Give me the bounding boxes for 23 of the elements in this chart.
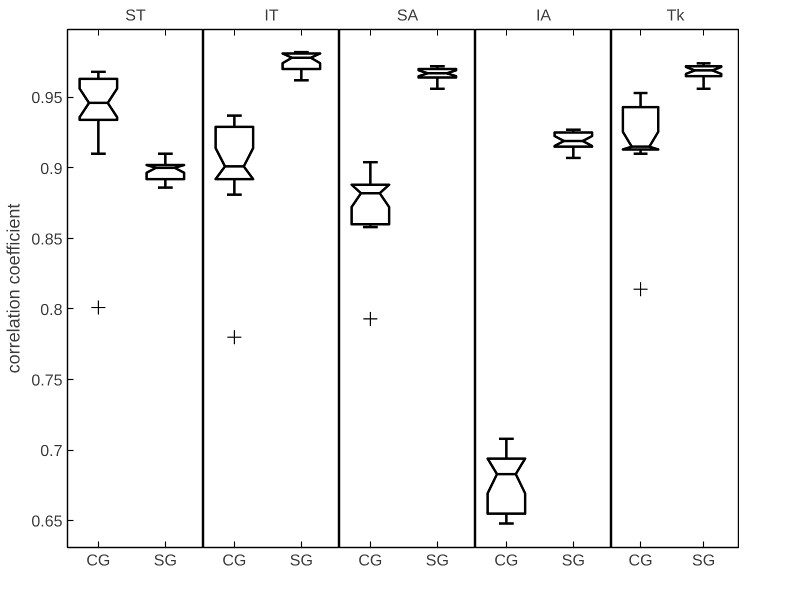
y-tick-label: 0.85 — [31, 231, 63, 248]
y-tick-label: 0.7 — [40, 443, 63, 460]
y-tick-label: 0.75 — [31, 372, 63, 390]
x-tick-label: CG — [358, 552, 382, 570]
chart-title: IT — [264, 8, 279, 24]
y-axis-title: correlation coefficient — [3, 204, 24, 374]
x-tick-label: CG — [86, 552, 110, 570]
x-tick-label: SG — [290, 552, 313, 570]
chart-title: SA — [396, 8, 418, 24]
x-tick-label: CG — [628, 552, 653, 570]
y-tick-label: 0.95 — [31, 90, 63, 108]
x-tick-label: SG — [692, 552, 716, 570]
x-tick-label: SG — [562, 552, 585, 570]
y-tick-label: 0.8 — [40, 302, 63, 319]
x-tick-label: SG — [154, 552, 177, 570]
y-tick-label: 0.65 — [31, 514, 63, 531]
x-tick-label: SG — [426, 552, 449, 570]
chart-title: Tk — [666, 8, 686, 24]
chart-title: IA — [536, 8, 552, 24]
x-tick-label: CG — [494, 552, 518, 570]
x-tick-label: CG — [222, 552, 246, 570]
chart-title: ST — [125, 8, 146, 24]
y-tick-label: 0.9 — [40, 160, 63, 178]
